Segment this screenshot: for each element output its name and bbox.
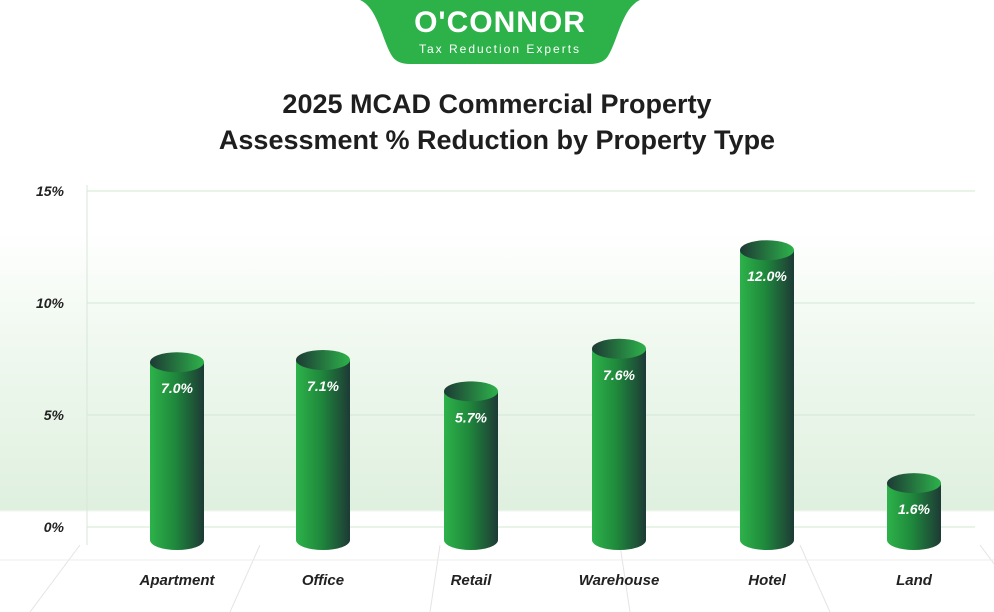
chart-title: 2025 MCAD Commercial Property Assessment… — [0, 86, 994, 158]
title-line-2: Assessment % Reduction by Property Type — [218, 125, 776, 155]
data-label: 7.1% — [307, 378, 339, 394]
x-tick-label: Office — [302, 572, 344, 589]
bar-land — [887, 483, 941, 550]
logo-tagline: Tax Reduction Experts — [418, 42, 582, 56]
x-tick-label: Hotel — [748, 572, 786, 589]
bar-office — [296, 359, 350, 550]
data-label: 7.6% — [603, 367, 635, 383]
x-tick-label: Warehouse — [579, 572, 660, 589]
x-tick-label: Land — [896, 572, 933, 589]
bar-top — [150, 352, 204, 373]
bar-retail — [444, 391, 498, 550]
bar-top — [592, 338, 646, 359]
data-label: 5.7% — [455, 409, 487, 425]
data-label: 12.0% — [747, 268, 787, 284]
bar-top — [740, 240, 794, 261]
logo-name: O'CONNOR — [414, 6, 586, 39]
y-tick-label: 10% — [36, 295, 65, 311]
bar-apartment — [150, 362, 204, 550]
bar-hotel — [740, 250, 794, 550]
floor-line — [619, 544, 631, 612]
floor-line — [429, 544, 441, 612]
bar-top — [887, 473, 941, 494]
floor-line — [979, 544, 994, 565]
x-tick-label: Apartment — [138, 572, 215, 589]
floor-line — [799, 544, 831, 612]
floor-line — [229, 544, 261, 612]
bar-warehouse — [592, 348, 646, 550]
y-tick-label: 15% — [36, 183, 65, 199]
data-label: 7.0% — [161, 380, 193, 396]
x-tick-label: Retail — [451, 572, 493, 589]
bar-top — [296, 349, 350, 370]
floor-line — [29, 544, 81, 612]
y-tick-label: 0% — [44, 519, 65, 535]
data-label: 1.6% — [898, 501, 930, 517]
title-line-1: 2025 MCAD Commercial Property — [282, 89, 712, 119]
bar-top — [444, 381, 498, 402]
y-tick-label: 5% — [44, 407, 65, 423]
oconnor-logo: O'CONNOR Tax Reduction Experts — [360, 0, 640, 64]
